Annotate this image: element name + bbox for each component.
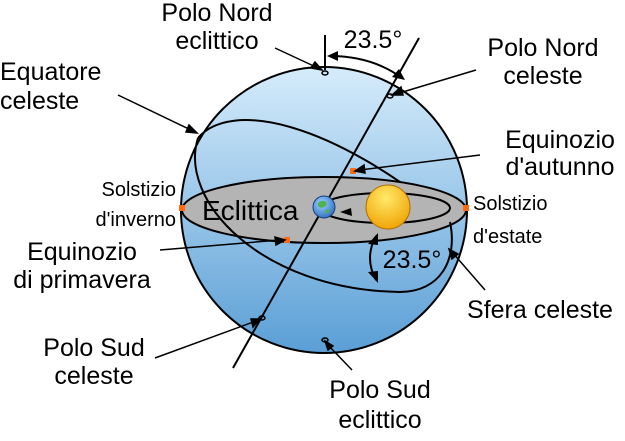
label-autumn-equinox-line2: d'autunno <box>505 153 614 181</box>
label-ecliptic-north-pole-line1: Polo Nord <box>161 0 272 27</box>
tilt-arc-right-head-bottom <box>368 271 378 283</box>
label-celestial-equator-line1: Equatore <box>0 58 101 86</box>
orbit-arrow <box>340 208 352 216</box>
label-summer-solstice-line2: d'estate <box>473 226 542 248</box>
label-ecliptic: Eclittica <box>202 195 299 226</box>
tilt-arc-right-head-top <box>368 233 378 245</box>
label-summer-solstice-line1: Solstizio <box>473 193 547 215</box>
celestial-north-pole-marker <box>386 93 394 99</box>
label-ecliptic-north-pole-line2: eclittico <box>175 27 258 55</box>
winter-solstice-marker <box>179 205 185 211</box>
autumn-equinox-marker <box>350 168 356 174</box>
earth-icon <box>312 195 336 219</box>
celestial-equator-front <box>194 137 453 294</box>
label-tilt-right: 23.5° <box>383 246 442 274</box>
label-celestial-sphere: Sfera celeste <box>467 296 613 324</box>
ecliptic-north-pole-marker <box>321 70 329 76</box>
label-tilt-top: 23.5° <box>344 26 403 54</box>
label-winter-solstice-line2: d'inverno <box>95 209 176 231</box>
label-celestial-south-pole-line1: Polo Sud <box>43 334 144 362</box>
label-celestial-north-pole-line1: Polo Nord <box>487 34 598 62</box>
celestial-south-pole-marker <box>258 315 266 321</box>
summer-solstice-marker <box>463 205 469 211</box>
label-spring-equinox-line1: Equinozio <box>27 238 137 266</box>
label-winter-solstice-line1: Solstizio <box>102 179 176 201</box>
spring-equinox-marker <box>284 237 290 243</box>
label-celestial-south-pole-line2: celeste <box>54 362 133 390</box>
label-ecliptic-south-pole-line2: eclittico <box>338 406 421 434</box>
sun-icon <box>365 184 411 230</box>
label-celestial-north-pole-line2: celeste <box>503 62 582 90</box>
leader-lines <box>117 47 486 371</box>
label-celestial-equator-line2: celeste <box>0 87 79 115</box>
label-spring-equinox-line2: di primavera <box>13 266 151 294</box>
label-autumn-equinox-line1: Equinozio <box>505 126 615 154</box>
label-ecliptic-south-pole-line1: Polo Sud <box>329 376 430 404</box>
tilt-arc-top-head-left <box>327 51 338 61</box>
tilt-arc-top-head-right <box>392 69 405 80</box>
